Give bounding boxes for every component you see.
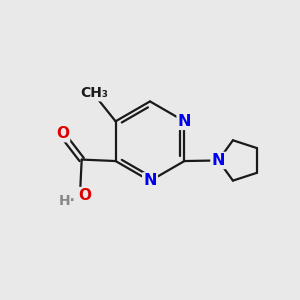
Text: H·: H· bbox=[58, 194, 75, 208]
Text: N: N bbox=[178, 114, 191, 129]
Text: N: N bbox=[212, 153, 225, 168]
Text: O: O bbox=[56, 126, 69, 141]
Text: N: N bbox=[143, 173, 157, 188]
Text: O: O bbox=[78, 188, 91, 203]
Text: CH₃: CH₃ bbox=[80, 86, 108, 100]
